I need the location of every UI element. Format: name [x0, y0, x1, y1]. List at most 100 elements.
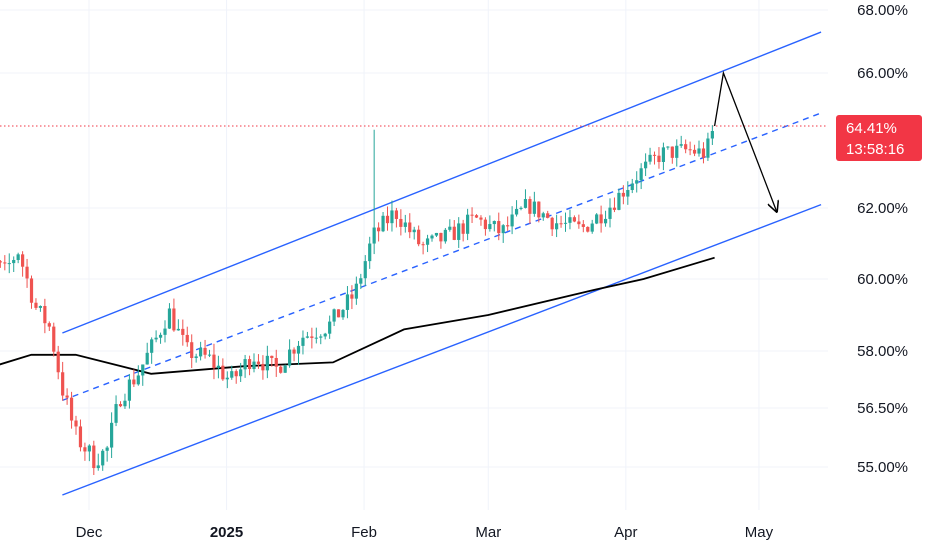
- candle-body: [123, 400, 127, 407]
- candle-body: [136, 375, 140, 385]
- candle-body: [448, 226, 452, 230]
- projection-arrow: [713, 70, 777, 212]
- candle-body: [603, 218, 608, 224]
- candle-body: [12, 259, 16, 264]
- candle-body: [181, 328, 185, 335]
- candle-body: [319, 336, 323, 338]
- candle-body: [430, 235, 434, 239]
- candle-body: [56, 351, 60, 373]
- candle-body: [69, 397, 74, 421]
- candle-body: [167, 308, 172, 329]
- candle-body: [292, 349, 296, 354]
- candle-body: [452, 226, 456, 240]
- candle-body: [283, 365, 287, 373]
- candle-body: [483, 219, 488, 230]
- candle-body: [581, 224, 585, 227]
- candle-body: [586, 226, 590, 232]
- candle-body: [666, 146, 670, 148]
- candle-body: [630, 183, 634, 191]
- y-tick-label: 66.00%: [857, 65, 908, 82]
- candle-body: [87, 445, 91, 452]
- candle-body: [176, 328, 180, 331]
- x-tick-label: Mar: [475, 524, 501, 541]
- candle-body: [158, 334, 163, 338]
- candle-body: [185, 334, 189, 343]
- candle-body: [617, 192, 621, 210]
- candle-body: [403, 222, 407, 227]
- candle-body: [599, 214, 603, 224]
- candle-body: [105, 447, 109, 451]
- channel-middle-line: [62, 112, 822, 402]
- x-tick-label: Feb: [351, 524, 377, 541]
- candle-body: [399, 218, 403, 227]
- candle-body: [34, 302, 38, 308]
- candle-body: [225, 377, 229, 380]
- candle-body: [288, 349, 292, 366]
- candle-body: [608, 207, 612, 219]
- candle-body: [199, 347, 203, 357]
- candles: [0, 125, 714, 475]
- candle-body: [657, 155, 661, 162]
- candle-body: [635, 180, 639, 184]
- candle-body: [550, 217, 554, 230]
- candle-body: [83, 447, 87, 452]
- candle-body: [577, 221, 581, 225]
- candle-body: [390, 210, 394, 224]
- candle-body: [29, 278, 34, 303]
- candle-body: [216, 365, 221, 368]
- candle-body: [7, 263, 11, 265]
- candle-body: [345, 294, 350, 310]
- candle-body: [555, 223, 559, 230]
- candle-body: [626, 190, 630, 197]
- candle-body: [256, 361, 261, 364]
- candle-body: [38, 305, 43, 308]
- x-tick-label: 2025: [210, 524, 243, 541]
- candle-body: [350, 294, 354, 299]
- candle-body: [230, 371, 234, 378]
- candle-body: [96, 465, 100, 469]
- candle-body: [479, 217, 483, 220]
- candle-body: [163, 328, 167, 335]
- y-tick-label: 60.00%: [857, 271, 908, 288]
- candle-body: [612, 207, 617, 210]
- candle-body: [377, 227, 381, 232]
- candle-body: [457, 223, 461, 240]
- y-tick-label: 62.00%: [857, 200, 908, 217]
- candle-body: [305, 336, 310, 338]
- candle-body: [466, 214, 470, 234]
- candle-body: [0, 261, 2, 263]
- candle-body: [368, 243, 372, 262]
- candle-body: [279, 366, 283, 373]
- candle-body: [21, 254, 25, 267]
- candle-body: [359, 278, 363, 284]
- y-tick-label: 55.00%: [857, 459, 908, 476]
- candle-body: [648, 154, 652, 162]
- y-tick-label: 68.00%: [857, 2, 908, 19]
- candle-body: [110, 422, 114, 448]
- candle-body: [207, 354, 212, 356]
- candle-body: [528, 199, 532, 214]
- candle-body: [563, 222, 568, 224]
- projection-arrow-line: [713, 70, 777, 212]
- candle-body: [474, 215, 479, 218]
- candle-body: [559, 223, 563, 225]
- candle-body: [3, 262, 7, 264]
- candle-body: [301, 337, 305, 346]
- candle-body: [639, 168, 643, 181]
- candle-body: [221, 365, 225, 380]
- candle-body: [506, 225, 510, 227]
- candle-body: [595, 214, 599, 224]
- candle-body: [190, 342, 194, 359]
- candle-body: [323, 333, 327, 337]
- candle-body: [314, 337, 318, 339]
- candle-body: [270, 355, 274, 358]
- candle-body: [150, 339, 154, 353]
- candle-body: [65, 395, 69, 398]
- candle-body: [52, 326, 56, 352]
- candle-body: [701, 148, 706, 158]
- candle-body: [501, 225, 505, 234]
- x-tick-label: Dec: [76, 524, 103, 541]
- candle-body: [194, 356, 198, 359]
